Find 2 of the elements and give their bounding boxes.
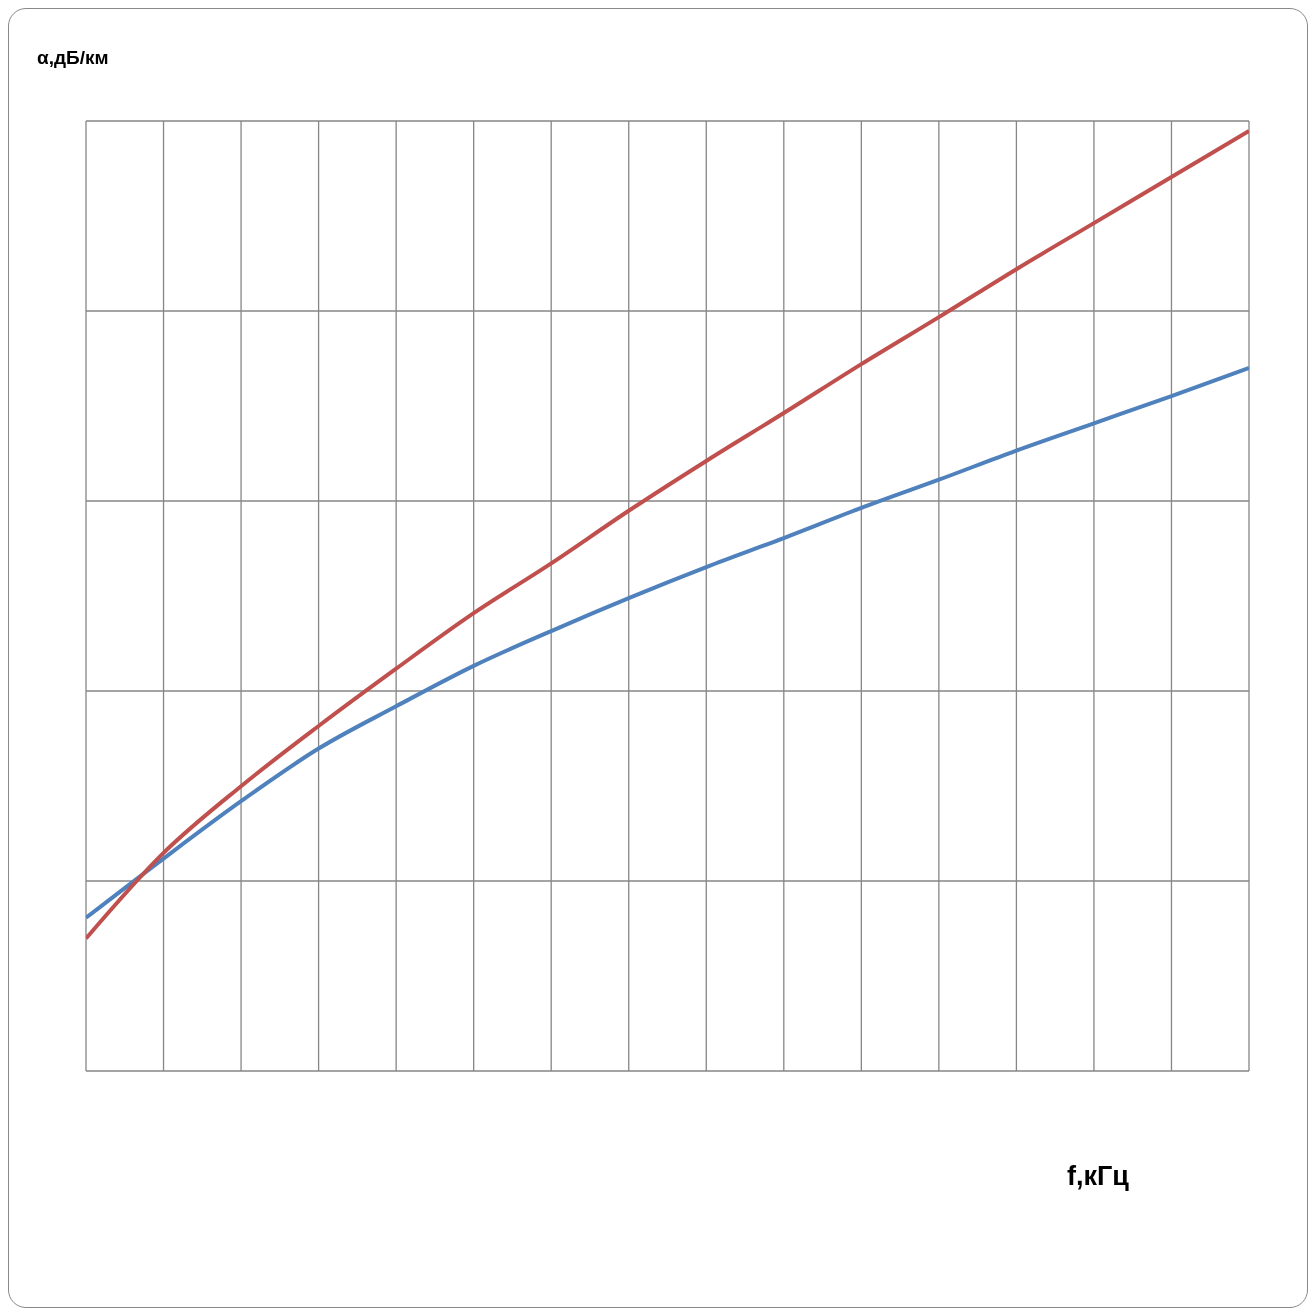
y-axis-title: α,дБ/км — [37, 47, 109, 69]
x-axis-title: f,кГц — [1067, 1161, 1129, 1192]
